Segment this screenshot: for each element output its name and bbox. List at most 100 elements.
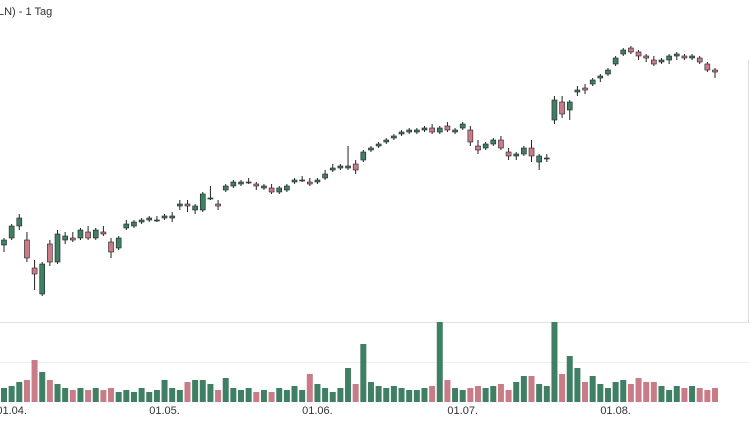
candle-body	[444, 125, 451, 131]
volume-bar	[253, 392, 260, 402]
volume-bar	[329, 392, 336, 402]
volume-bar	[367, 382, 374, 402]
candle-body	[582, 87, 588, 91]
volume-bar	[100, 390, 107, 402]
volume-bar	[582, 382, 589, 402]
x-tick-label: 01.05.	[149, 405, 180, 417]
volume-bar	[322, 388, 329, 402]
candle-body	[551, 99, 558, 121]
candle-body	[666, 55, 672, 61]
volume-bar	[643, 382, 650, 402]
candle-body	[329, 167, 336, 171]
volume-bar	[337, 388, 344, 402]
volume-bar	[215, 390, 222, 402]
candle-body	[177, 203, 183, 207]
candle-body	[8, 225, 15, 239]
volume-bar	[46, 380, 53, 402]
candle-body	[566, 101, 573, 111]
candle-body	[375, 143, 382, 147]
candle-body	[39, 263, 46, 295]
candle-body	[368, 147, 374, 151]
volume-bar	[306, 374, 313, 402]
volume-bar	[704, 390, 711, 402]
candle-body	[54, 233, 61, 263]
candle-body	[70, 237, 76, 241]
candle-body	[345, 165, 351, 169]
candle-body	[24, 239, 30, 259]
volume-bar	[505, 390, 512, 402]
candle-body	[352, 163, 359, 171]
volume-bar	[207, 384, 214, 402]
volume-bar	[413, 390, 420, 402]
volume-bar	[62, 388, 69, 402]
volume-bar	[589, 376, 596, 402]
candle-body	[222, 185, 229, 191]
volume-bar	[238, 390, 244, 402]
candle-body	[574, 89, 581, 93]
volume-bar	[108, 388, 115, 402]
candle-body	[199, 193, 206, 211]
candle-body	[322, 173, 328, 179]
candle-body	[490, 139, 497, 145]
volume-bar	[245, 388, 252, 402]
volume-bar	[497, 384, 504, 402]
candle-body	[261, 185, 267, 189]
volume-bar	[452, 388, 459, 402]
volume-bar	[8, 386, 15, 402]
volume-bar	[635, 378, 642, 402]
candle-body	[207, 197, 214, 200]
volume-bar	[383, 388, 390, 402]
volume-bar	[566, 356, 573, 402]
volume-bar	[54, 384, 61, 402]
volume-bar	[77, 388, 84, 402]
x-tick-label: 01.04.	[0, 405, 27, 417]
volume-bar	[513, 382, 520, 402]
volume-bar	[696, 388, 703, 402]
candle-body	[291, 179, 298, 183]
volume-bar	[712, 388, 718, 402]
volume-bar	[620, 380, 627, 402]
candle-body	[406, 129, 412, 133]
candle-body	[467, 129, 474, 143]
volume-bar	[421, 388, 428, 402]
volume-bar	[153, 390, 160, 402]
volume-bar	[161, 380, 168, 402]
candle-body	[115, 237, 122, 249]
volume-bar	[475, 386, 481, 402]
volume-bar	[398, 388, 405, 402]
volume-bar	[574, 368, 581, 402]
candle-body	[673, 53, 680, 57]
volume-bar	[176, 390, 183, 402]
candle-body	[62, 235, 68, 241]
volume-bar	[666, 390, 673, 402]
volume-bar	[520, 376, 527, 402]
candle-body	[612, 57, 619, 65]
candle-body	[77, 229, 84, 239]
volume-bar	[345, 368, 352, 402]
candle-body	[521, 147, 527, 155]
candle-body	[597, 75, 604, 79]
candle-body	[85, 231, 91, 239]
volume-bar	[115, 392, 122, 402]
candle-body	[536, 155, 542, 163]
candle-body	[360, 151, 367, 161]
volume-bar	[192, 380, 199, 402]
candle-body	[658, 59, 665, 63]
candle-body	[307, 181, 313, 185]
volume-bar	[681, 388, 688, 402]
volume-bar	[138, 388, 145, 402]
volume-bar	[604, 388, 611, 402]
candle-body	[398, 131, 405, 135]
candle-body	[299, 179, 305, 182]
volume-bar	[1, 388, 7, 402]
candle-body	[391, 135, 397, 139]
volume-bar	[490, 386, 497, 402]
candle-body	[1, 239, 7, 246]
volume-bar	[92, 388, 99, 402]
candle-body	[414, 129, 420, 133]
candle-body	[643, 55, 649, 59]
candle-body	[559, 101, 565, 115]
volume-bar	[39, 372, 46, 402]
x-tick-label: 01.07.	[447, 405, 478, 417]
